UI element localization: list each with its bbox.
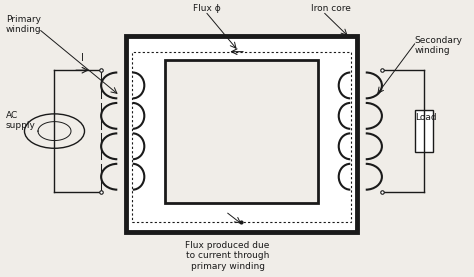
Bar [165,60,318,202]
Text: Primary
winding: Primary winding [6,15,42,34]
Bar [126,36,357,232]
Text: Load: Load [415,113,437,122]
Bar [132,52,351,222]
Text: Flux ϕ: Flux ϕ [193,4,221,13]
Text: Flux produced due
to current through
primary winding: Flux produced due to current through pri… [185,241,270,271]
Text: I: I [81,53,84,63]
Text: AC
supply: AC supply [6,111,36,130]
Bar [415,110,433,152]
Text: Secondary
winding: Secondary winding [415,36,463,55]
Text: Iron core: Iron core [311,4,351,13]
